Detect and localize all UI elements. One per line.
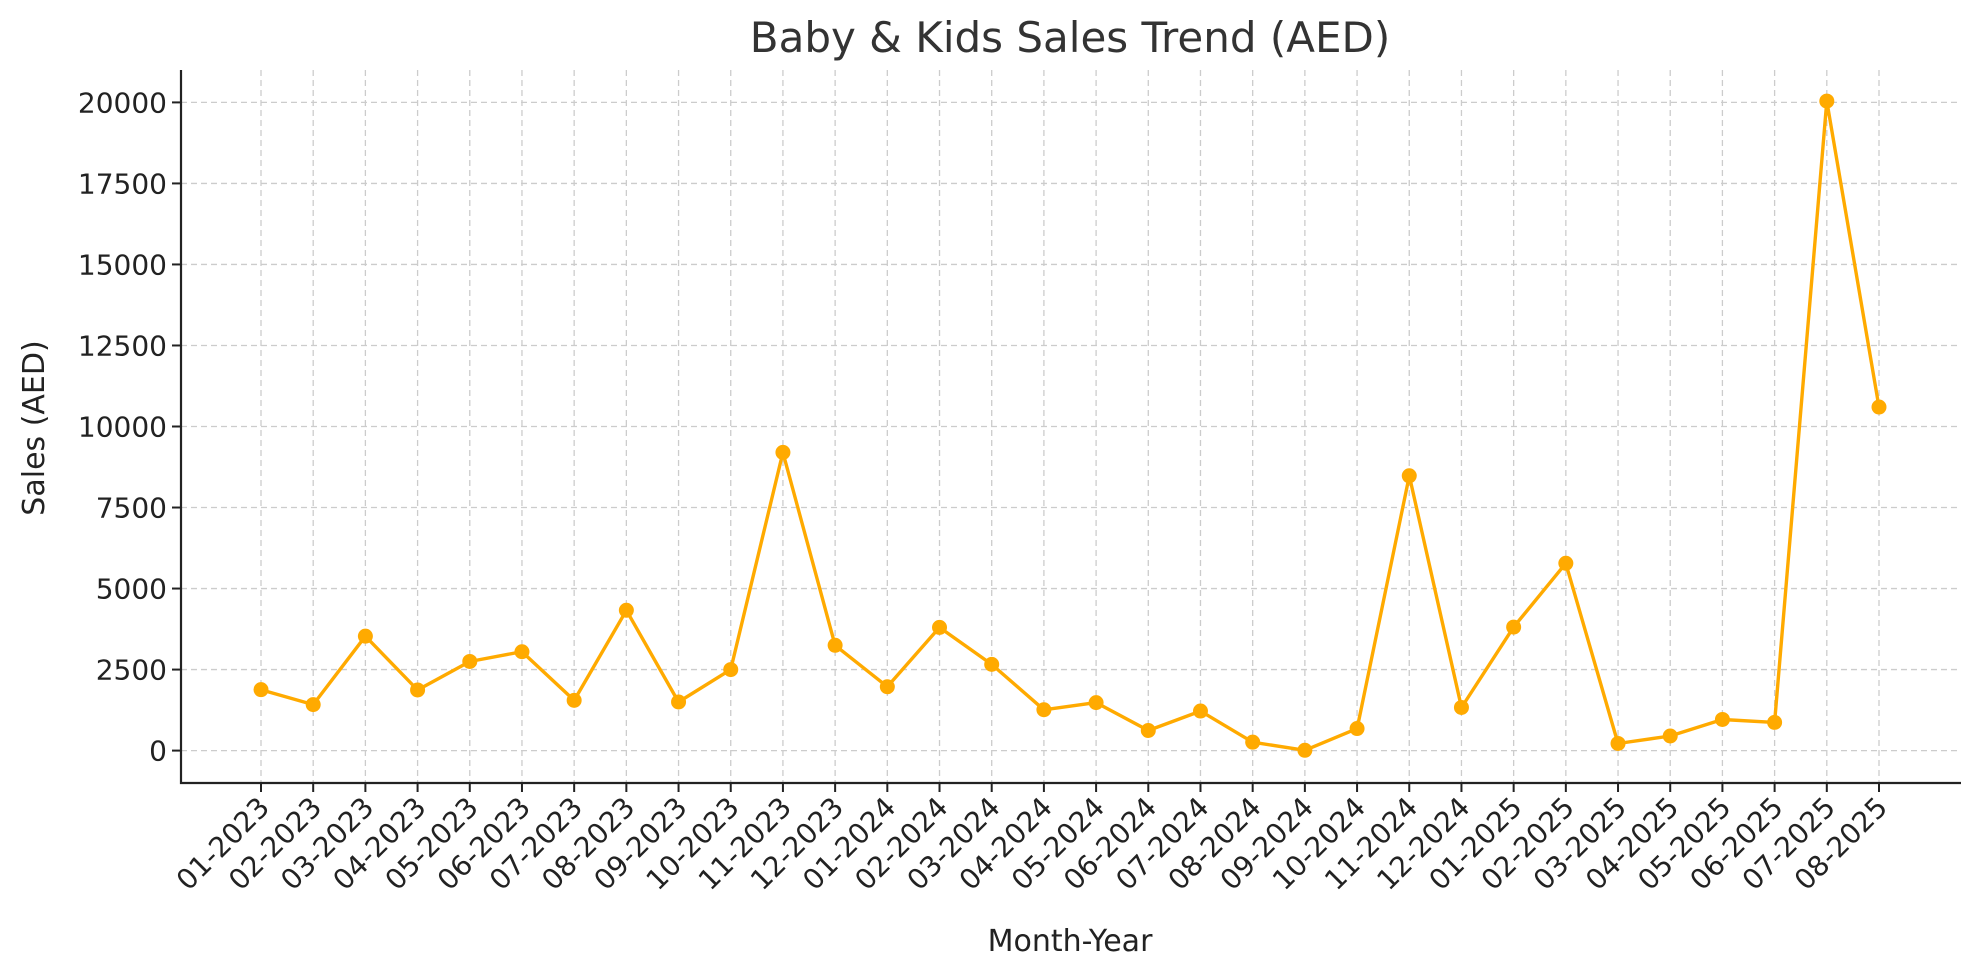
data-point <box>1558 555 1574 571</box>
series-line <box>260 99 1881 752</box>
data-point <box>566 692 582 708</box>
y-tick-label: 20000 <box>78 86 167 119</box>
data-point <box>1192 703 1208 719</box>
data-point <box>1453 699 1469 715</box>
data-point <box>1714 711 1730 727</box>
data-point <box>357 628 373 644</box>
data-point <box>618 602 634 618</box>
data-point <box>253 682 269 698</box>
data-point <box>1401 468 1417 484</box>
y-tick-label: 7500 <box>96 492 167 525</box>
y-axis-label: Sales (AED) <box>17 340 52 515</box>
data-point <box>1140 722 1156 738</box>
data-point <box>671 694 687 710</box>
data-point <box>1610 735 1626 751</box>
data-point <box>723 662 739 678</box>
y-tick-label: 12500 <box>78 329 167 362</box>
axis-spines <box>179 70 1961 785</box>
data-point <box>1297 742 1313 758</box>
data-point <box>305 697 321 713</box>
data-point <box>775 444 791 460</box>
data-point <box>1662 728 1678 744</box>
grid <box>181 70 1961 783</box>
data-point <box>1349 721 1365 737</box>
data-point <box>1506 619 1522 635</box>
y-tick-label: 10000 <box>78 411 167 444</box>
data-point <box>1245 734 1261 750</box>
data-point <box>462 653 478 669</box>
data-point <box>984 656 1000 672</box>
chart-title: Baby & Kids Sales Trend (AED) <box>750 13 1390 62</box>
series <box>253 93 1887 758</box>
data-point <box>410 682 426 698</box>
data-point <box>879 679 895 695</box>
data-point <box>1819 93 1835 109</box>
axes <box>179 70 1961 785</box>
data-point <box>1036 702 1052 718</box>
data-point <box>1767 714 1783 730</box>
data-point <box>1871 399 1887 415</box>
data-point <box>827 637 843 653</box>
y-ticks: 0 2500 5000 7500 10000 12500 15000 17500 20000 <box>78 86 181 768</box>
y-tick-label: 0 <box>149 735 167 768</box>
y-tick-label: 5000 <box>96 573 167 606</box>
y-tick-label: 15000 <box>78 248 167 281</box>
data-point <box>932 619 948 635</box>
x-ticks: 01-202302-202303-202304-202305-202306-20… <box>170 783 1894 897</box>
y-tick-label: 2500 <box>96 654 167 687</box>
x-axis-label: Month-Year <box>988 924 1153 959</box>
data-point <box>1088 695 1104 711</box>
data-point <box>514 644 530 660</box>
y-tick-label: 17500 <box>78 167 167 200</box>
